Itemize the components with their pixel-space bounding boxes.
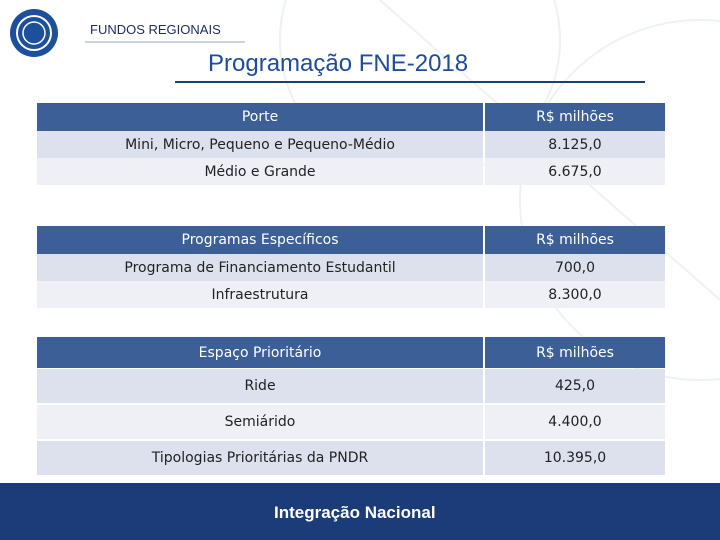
table-header-cell: Programas Específicos bbox=[37, 226, 483, 254]
table-cell: Programa de Financiamento Estudantil bbox=[37, 254, 483, 281]
table-cell: Mini, Micro, Pequeno e Pequeno-Médio bbox=[37, 131, 483, 158]
table-cell: Médio e Grande bbox=[37, 158, 483, 185]
footer-band: Integração Nacional bbox=[0, 483, 720, 540]
table-cell: 425,0 bbox=[485, 369, 665, 403]
footer-brand: Integração Nacional bbox=[274, 503, 436, 522]
table-header-cell: Porte bbox=[37, 103, 483, 131]
table-cell: 10.395,0 bbox=[485, 441, 665, 475]
table-header-cell: R$ milhões bbox=[485, 337, 665, 368]
table-cell: 700,0 bbox=[485, 254, 665, 281]
table-cell: 8.125,0 bbox=[485, 131, 665, 158]
table-cell: Semiárido bbox=[37, 405, 483, 439]
table-header-cell: R$ milhões bbox=[485, 226, 665, 254]
table-cell: 8.300,0 bbox=[485, 281, 665, 308]
table-cell: 4.400,0 bbox=[485, 405, 665, 439]
slide-title: Programação FNE-2018 bbox=[208, 50, 469, 77]
section-label: FUNDOS REGIONAIS bbox=[90, 22, 221, 37]
table-cell: Tipologias Prioritárias da PNDR bbox=[37, 441, 483, 475]
table-cell: 6.675,0 bbox=[485, 158, 665, 185]
table-cell: Infraestrutura bbox=[37, 281, 483, 308]
table-cell: Ride bbox=[37, 369, 483, 403]
table-header-cell: R$ milhões bbox=[485, 103, 665, 131]
table-header-cell: Espaço Prioritário bbox=[37, 337, 483, 368]
